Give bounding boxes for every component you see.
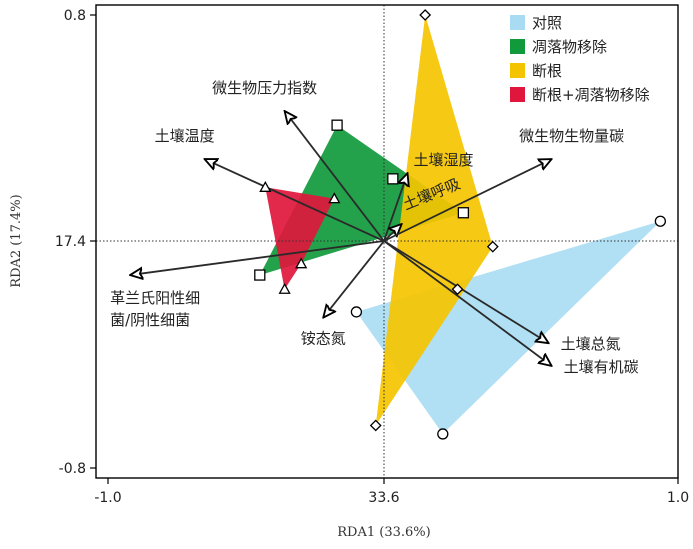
- vector-label-土壤总氮: 土壤总氮: [561, 335, 621, 353]
- environment-vectors: [130, 111, 552, 366]
- y-axis-label: RDA2 (17.4%): [9, 194, 24, 287]
- vector-label-line: 土壤总氮: [561, 335, 621, 353]
- vector-labels: 微生物压力指数土壤温度土壤湿度土壤呼吸微生物生物量碳革兰氏阳性细菌/阴性细菌铵态…: [110, 79, 639, 376]
- point-triangle-3: [295, 257, 308, 269]
- zero-lines: [96, 5, 678, 478]
- vector-label-微生物压力指数: 微生物压力指数: [212, 79, 317, 97]
- vector-土壤有机碳: [383, 240, 552, 366]
- hull-1: [356, 221, 661, 434]
- point-circle-1: [654, 215, 667, 227]
- hull-3: [375, 15, 493, 426]
- vector-label-土壤温度: 土壤温度: [155, 127, 215, 145]
- x-tick-label: -1.0: [94, 490, 121, 506]
- legend-swatch: [510, 87, 525, 102]
- group-hulls: [259, 15, 661, 434]
- legend-label: 断根: [532, 62, 562, 80]
- vector-label-微生物生物量碳: 微生物生物量碳: [519, 127, 624, 145]
- vector-革兰氏阳性细菌-阴性细菌: [130, 240, 385, 275]
- point-triangle-1: [259, 180, 272, 192]
- legend-swatch: [510, 63, 525, 78]
- vector-铵态氮: [323, 240, 385, 318]
- vector-label-line: 铵态氮: [301, 330, 346, 348]
- y-tick-label: 17.4: [55, 234, 86, 250]
- vector-label-line: 土壤有机碳: [564, 358, 639, 376]
- vector-微生物生物量碳: [383, 159, 552, 242]
- x-tick-label: 33.6: [368, 490, 399, 506]
- vector-土壤温度: [205, 159, 385, 242]
- point-triangle-2: [328, 192, 341, 204]
- legend-label: 断根+凋落物移除: [532, 86, 650, 104]
- axes: -1.0 33.6 1.0 0.8 17.4 -0.8 RDA1 (33.6%) RDA2 (…: [9, 8, 689, 540]
- legend-swatch: [510, 39, 525, 54]
- vector-label-line: 革兰氏阳性细: [110, 289, 200, 307]
- vector-label-铵态氮: 铵态氮: [301, 330, 346, 348]
- vector-label-line: 菌/阴性细菌: [110, 311, 190, 329]
- legend-label: 凋落物移除: [532, 38, 607, 56]
- vector-label-土壤湿度: 土壤湿度: [414, 151, 474, 169]
- x-axis-label: RDA1 (33.6%): [337, 525, 430, 540]
- vector-label-line: 微生物压力指数: [212, 79, 317, 97]
- point-circle-2: [437, 428, 449, 440]
- point-square-4: [254, 269, 266, 281]
- y-tick-label: -0.8: [59, 461, 86, 477]
- point-circle-3: [350, 306, 363, 318]
- vector-label-line: 土壤温度: [155, 127, 215, 145]
- vector-label-line: 土壤湿度: [414, 151, 474, 169]
- point-square-2: [387, 173, 399, 185]
- x-tick-label: 1.0: [667, 490, 689, 506]
- vector-微生物压力指数: [285, 111, 385, 242]
- point-square-3: [457, 207, 470, 219]
- point-diamond-3: [451, 283, 464, 296]
- point-triangle-4: [278, 282, 291, 294]
- legend-label: 对照: [532, 14, 562, 32]
- vector-label-革兰氏阳性细菌-阴性细菌: 革兰氏阳性细菌/阴性细菌: [110, 289, 200, 329]
- y-tick-label: 0.8: [64, 8, 86, 24]
- vector-label-line: 微生物生物量碳: [519, 127, 624, 145]
- vector-土壤总氮: [383, 240, 549, 343]
- point-diamond-4: [369, 419, 382, 432]
- vector-土壤呼吸: [383, 224, 402, 242]
- sample-points: [254, 9, 667, 440]
- hull-4: [265, 187, 335, 290]
- point-diamond-1: [419, 9, 432, 21]
- legend-swatch: [510, 15, 525, 30]
- point-square-1: [331, 119, 343, 131]
- vector-label-土壤有机碳: 土壤有机碳: [564, 358, 639, 376]
- point-diamond-2: [486, 240, 499, 253]
